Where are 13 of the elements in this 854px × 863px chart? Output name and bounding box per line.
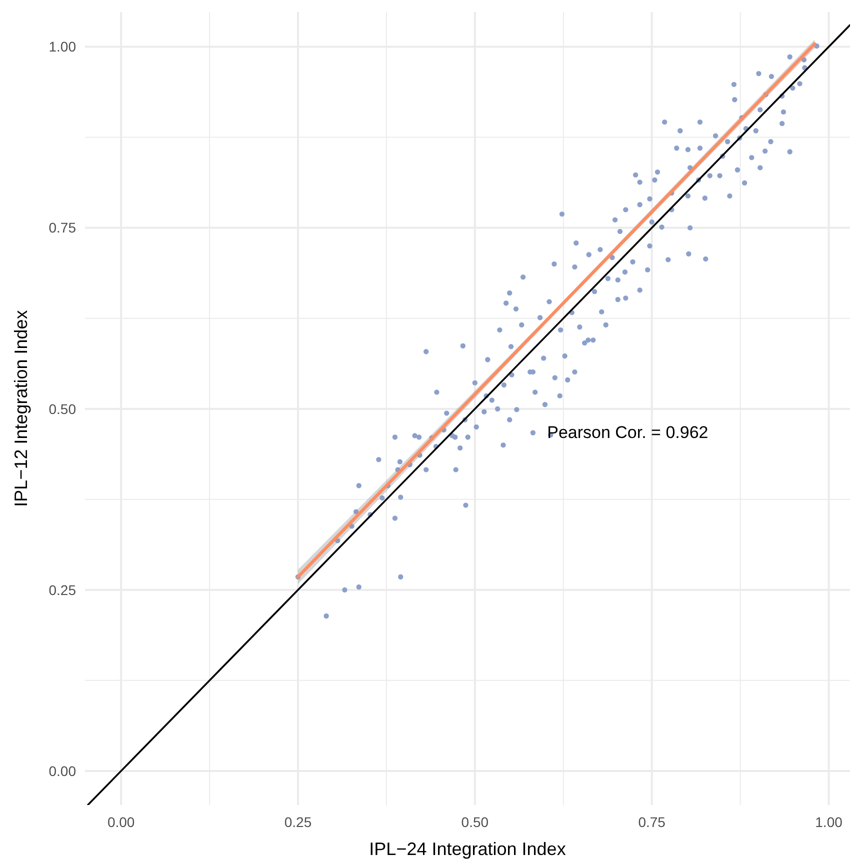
x-tick-label: 0.25 (284, 814, 312, 830)
y-tick-label: 1.00 (48, 38, 76, 55)
x-tick-label: 1.00 (815, 814, 843, 830)
y-axis-title: IPL−12 Integration Index (11, 310, 31, 507)
x-tick-label: 0.00 (107, 814, 135, 830)
x-axis-title: IPL−24 Integration Index (369, 839, 566, 859)
annotation: Pearson Cor. = 0.962 (547, 422, 708, 442)
y-tick-label: 0.75 (48, 220, 76, 236)
y-tick-label: 0.25 (48, 582, 76, 598)
x-tick-label: 0.75 (638, 814, 666, 830)
x-tick-label: 0.50 (461, 814, 489, 830)
y-tick-label: 0.00 (48, 762, 76, 779)
y-tick-label: 0.50 (48, 400, 76, 417)
